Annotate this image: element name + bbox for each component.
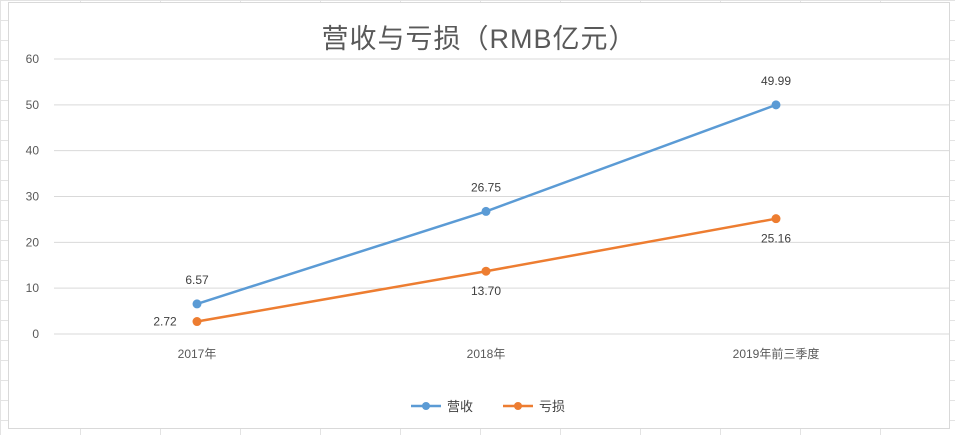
y-tick-label: 60 <box>26 52 40 66</box>
data-label: 2.72 <box>153 315 177 329</box>
legend-marker <box>422 402 430 410</box>
chart-container[interactable]: 营收与亏损（RMB亿元） 0 10 20 30 40 50 60 2017年 2018年 201… <box>8 2 950 429</box>
x-tick-label: 2018年 <box>467 347 506 361</box>
legend-marker <box>514 402 522 410</box>
y-tick-label: 30 <box>26 190 40 204</box>
data-labels: 6.57 26.75 49.99 2.72 13.70 25.16 <box>153 74 791 329</box>
x-axis-ticks: 2017年 2018年 2019年前三季度 <box>178 346 820 361</box>
chart-title: 营收与亏损（RMB亿元） <box>321 24 637 54</box>
data-point <box>771 214 781 224</box>
data-point <box>771 100 781 110</box>
data-point <box>192 299 202 309</box>
legend-label: 营收 <box>447 399 473 414</box>
data-label: 25.16 <box>761 232 791 246</box>
y-tick-label: 10 <box>26 281 40 295</box>
legend-label: 亏损 <box>539 399 565 414</box>
data-point <box>481 206 491 216</box>
y-tick-label: 50 <box>26 98 40 112</box>
series-lines <box>192 100 781 327</box>
y-axis-ticks: 0 10 20 30 40 50 60 <box>26 52 40 341</box>
data-label: 13.70 <box>471 284 501 298</box>
data-label: 26.75 <box>471 180 501 194</box>
x-tick-label: 2019年前三季度 <box>733 346 820 361</box>
data-label: 49.99 <box>761 74 791 88</box>
line-chart: 0 10 20 30 40 50 60 2017年 2018年 2019年前三季度 6.57 26… <box>26 52 949 414</box>
y-tick-label: 20 <box>26 235 40 249</box>
y-tick-label: 0 <box>32 327 39 341</box>
legend: 营收 亏损 <box>411 399 565 414</box>
data-point <box>481 266 491 276</box>
data-point <box>192 317 202 327</box>
x-tick-label: 2017年 <box>178 347 217 361</box>
gridlines <box>54 58 949 335</box>
y-tick-label: 40 <box>26 144 40 158</box>
data-label: 6.57 <box>185 273 209 287</box>
